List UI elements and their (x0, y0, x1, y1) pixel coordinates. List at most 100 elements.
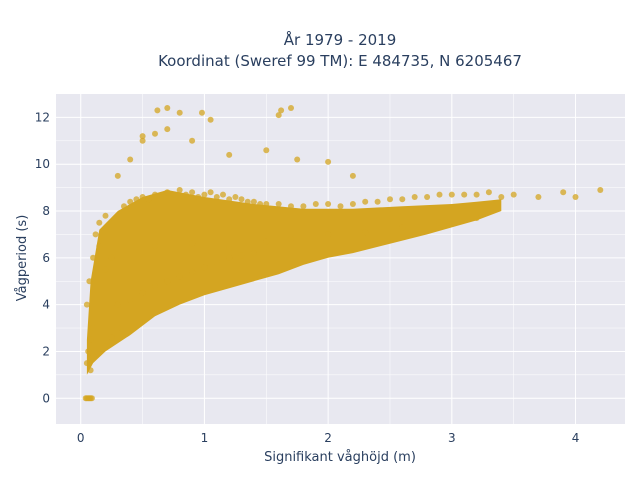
data-point (275, 201, 282, 207)
data-point (349, 201, 356, 207)
y-tick-label: 8 (42, 204, 50, 218)
data-point (250, 198, 257, 205)
chart-title-line1: År 1979 - 2019 (284, 30, 397, 49)
data-point (189, 240, 196, 247)
data-point (278, 107, 285, 114)
data-point (288, 203, 294, 210)
data-point (139, 289, 146, 296)
data-point (244, 198, 251, 205)
data-point (83, 360, 90, 367)
data-point (96, 219, 103, 226)
data-point (300, 203, 307, 210)
data-point (152, 282, 158, 289)
data-point (207, 189, 214, 196)
data-point (176, 187, 183, 193)
data-point (510, 191, 517, 198)
data-point (189, 268, 196, 275)
data-point (250, 250, 257, 257)
y-tick-label: 6 (42, 251, 50, 265)
data-point (238, 196, 245, 203)
data-point (152, 243, 158, 250)
data-point (127, 198, 134, 205)
data-point (374, 198, 381, 205)
chart-title-line2: Koordinat (Sweref 99 TM): E 484735, N 62… (158, 52, 522, 70)
data-point (90, 325, 97, 331)
data-point (145, 196, 152, 203)
data-point (189, 189, 196, 196)
data-point (226, 245, 233, 252)
data-point (263, 238, 270, 245)
data-point (201, 191, 208, 198)
data-point (387, 196, 393, 203)
data-point (189, 137, 196, 144)
x-axis-ticks: 0 1 2 3 4 (77, 431, 579, 445)
data-point (87, 336, 94, 343)
y-tick-label: 2 (42, 344, 50, 358)
data-point (152, 191, 158, 198)
data-point (102, 343, 109, 350)
data-point (226, 196, 233, 203)
data-point (201, 264, 208, 271)
data-point (238, 252, 245, 259)
data-point (226, 254, 233, 261)
data-point (139, 137, 146, 144)
data-point (232, 194, 239, 200)
data-point (448, 191, 455, 198)
y-tick-label: 12 (35, 110, 50, 124)
data-point (325, 201, 332, 207)
data-point (288, 236, 294, 243)
data-point (199, 109, 205, 116)
data-point (139, 194, 146, 200)
data-point (226, 151, 233, 158)
data-points (82, 105, 604, 402)
data-point (92, 231, 99, 238)
y-tick-label: 10 (35, 157, 50, 171)
x-tick-label: 3 (448, 431, 456, 445)
data-point (213, 194, 220, 200)
data-point (154, 107, 161, 114)
y-tick-label: 4 (42, 298, 50, 312)
data-point (473, 215, 480, 221)
data-point (325, 231, 332, 238)
data-point (325, 158, 332, 165)
data-point (108, 334, 115, 341)
data-point (96, 243, 103, 250)
data-point (294, 156, 301, 163)
data-point (139, 133, 146, 140)
data-point (399, 196, 406, 203)
data-point (349, 172, 356, 179)
y-axis-ticks: 0 2 4 6 8 10 12 (35, 110, 50, 405)
data-point (102, 266, 109, 273)
data-point (275, 112, 282, 119)
x-tick-label: 2 (324, 431, 332, 445)
data-point (170, 191, 177, 198)
data-point (108, 254, 115, 261)
data-point (213, 259, 220, 266)
data-point (257, 201, 264, 207)
y-axis-label: Vågperiod (s) (15, 215, 30, 302)
x-axis-label: Signifikant våghöjd (m) (264, 450, 416, 465)
data-point (220, 191, 226, 198)
data-point (176, 109, 183, 116)
data-point (164, 126, 171, 133)
y-tick-label: 0 (42, 391, 50, 405)
data-point (102, 212, 109, 219)
x-tick-label: 0 (77, 431, 85, 445)
data-point (195, 194, 202, 200)
data-point (182, 191, 189, 198)
data-point (164, 105, 171, 111)
data-point (90, 353, 97, 360)
x-tick-label: 1 (201, 431, 209, 445)
data-point (164, 278, 171, 285)
data-point (85, 348, 92, 355)
data-point (436, 219, 443, 226)
data-point (535, 194, 542, 200)
data-point (498, 194, 505, 200)
data-point (399, 224, 406, 231)
data-point (424, 194, 431, 200)
data-point (207, 116, 214, 123)
data-point (337, 203, 344, 210)
data-point (158, 194, 165, 200)
data-point (152, 130, 158, 137)
